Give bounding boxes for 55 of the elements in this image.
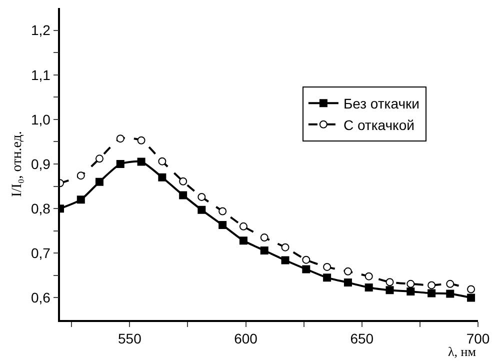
point [323, 274, 332, 282]
point [218, 207, 227, 216]
point [323, 262, 332, 271]
point [239, 236, 248, 245]
y-tick-label: 0,8 [30, 200, 51, 216]
point [302, 265, 310, 274]
point [218, 221, 227, 230]
point [428, 281, 436, 290]
point [344, 267, 352, 276]
point [116, 134, 124, 143]
point [239, 222, 248, 230]
point [386, 286, 394, 294]
point [158, 157, 166, 166]
point [446, 290, 454, 298]
point [198, 192, 206, 201]
legend-label: С откачкой [343, 116, 414, 133]
point [137, 158, 146, 166]
x-tick-label: 650 [350, 330, 374, 347]
y-tick-label: 0,9 [30, 156, 51, 172]
point [467, 285, 476, 294]
point [158, 173, 166, 182]
legend-label: Без откачки [343, 96, 420, 112]
point [302, 256, 310, 264]
point [179, 177, 188, 186]
point [406, 287, 415, 296]
x-tick-label: 550 [118, 330, 142, 347]
point [95, 154, 104, 163]
point [179, 191, 188, 200]
y-tick-label: 1,2 [30, 22, 51, 38]
point [406, 280, 415, 288]
y-tick-label: 0,7 [30, 245, 51, 262]
point [281, 243, 290, 252]
point [364, 283, 373, 292]
point [467, 294, 476, 302]
point [95, 178, 104, 186]
x-tick-label: 600 [234, 330, 258, 347]
point [116, 160, 124, 168]
y-tick-label: 1,0 [30, 111, 51, 128]
point [137, 136, 146, 144]
point [344, 278, 352, 287]
x-tick-label: 700 [466, 330, 490, 347]
x-axis-title: λ, нм [448, 344, 476, 359]
point [260, 234, 268, 242]
point [386, 278, 394, 286]
point [428, 289, 436, 298]
point [198, 206, 206, 214]
point [281, 256, 290, 264]
y-tick-label: 1,1 [30, 66, 51, 83]
point [364, 272, 373, 280]
point [76, 172, 85, 180]
y-axis-title: I/I₀, отн.ед. [10, 131, 26, 197]
point [260, 246, 268, 254]
y-tick-label: 0,6 [30, 290, 51, 306]
point [446, 280, 454, 288]
point [76, 196, 85, 204]
